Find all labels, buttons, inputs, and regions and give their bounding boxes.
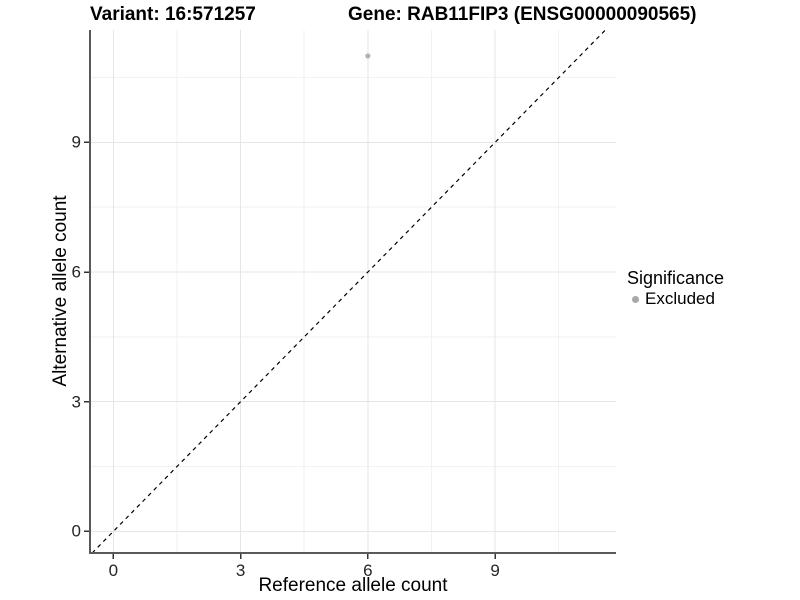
legend-items: Excluded — [627, 289, 724, 309]
x-tick-label: 3 — [235, 561, 246, 580]
identity-dashed-line — [91, 29, 606, 554]
y-axis-title: Alternative allele count — [50, 195, 71, 387]
legend: Significance Excluded — [627, 268, 724, 309]
legend-item-label: Excluded — [645, 289, 715, 308]
x-tick-label: 6 — [363, 561, 373, 580]
variant-title: Variant: 16:571257 — [90, 4, 256, 25]
y-tick-label: 9 — [71, 132, 81, 152]
y-tick-label: 6 — [71, 262, 81, 282]
data-point — [365, 53, 371, 59]
legend-point-icon — [632, 295, 639, 303]
gene-title: Gene: RAB11FIP3 (ENSG00000090565) — [348, 4, 697, 25]
x-axis-title: Reference allele count — [258, 575, 448, 596]
y-tick-label: 3 — [71, 392, 81, 412]
legend-item: Excluded — [627, 289, 724, 309]
x-tick-label: 0 — [108, 561, 119, 580]
x-tick-label: 9 — [490, 561, 500, 580]
legend-title: Significance — [627, 268, 725, 288]
y-tick-label: 0 — [71, 521, 81, 541]
